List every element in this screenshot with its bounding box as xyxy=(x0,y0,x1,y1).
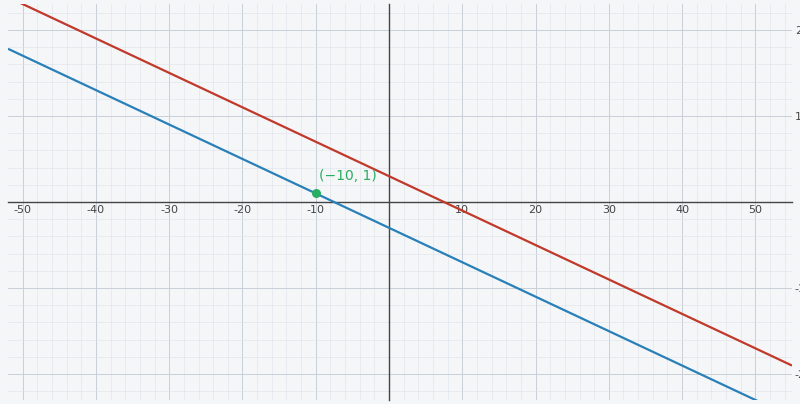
Text: (−10, 1): (−10, 1) xyxy=(319,169,377,183)
Point xyxy=(310,190,322,197)
